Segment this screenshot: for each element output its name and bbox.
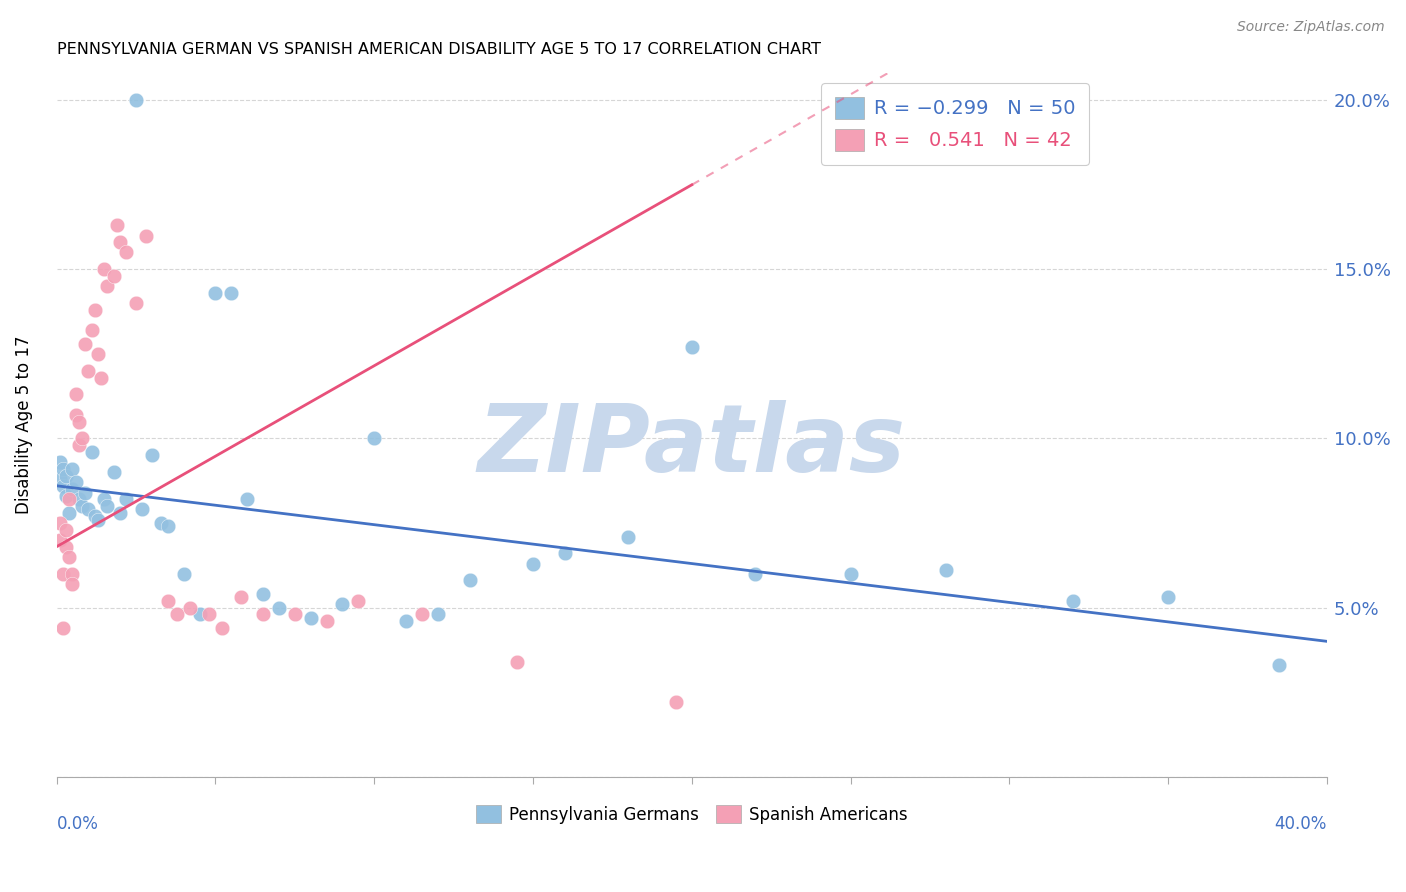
Point — [83, 509, 105, 524]
Point — [150, 516, 173, 530]
Point — [70, 499, 93, 513]
Point — [65, 475, 87, 490]
Point — [115, 492, 138, 507]
Point — [80, 323, 103, 337]
Point — [115, 245, 138, 260]
Point — [458, 574, 481, 588]
Point — [617, 529, 640, 543]
Y-axis label: Disability Age 5 to 17: Disability Age 5 to 17 — [15, 335, 32, 514]
Point — [108, 506, 131, 520]
Point — [103, 465, 125, 479]
Text: 0.0%: 0.0% — [56, 815, 98, 833]
Point — [52, 479, 75, 493]
Point — [49, 516, 72, 530]
Point — [267, 600, 290, 615]
Point — [90, 370, 112, 384]
Point — [681, 340, 703, 354]
Point — [252, 607, 274, 622]
Point — [935, 563, 957, 577]
Point — [188, 607, 211, 622]
Point — [75, 485, 97, 500]
Point — [49, 472, 72, 486]
Text: PENNSYLVANIA GERMAN VS SPANISH AMERICAN DISABILITY AGE 5 TO 17 CORRELATION CHART: PENNSYLVANIA GERMAN VS SPANISH AMERICAN … — [56, 42, 821, 57]
Point — [52, 566, 75, 581]
Point — [58, 492, 80, 507]
Point — [65, 408, 87, 422]
Point — [62, 482, 84, 496]
Point — [1062, 594, 1084, 608]
Point — [87, 513, 110, 527]
Text: ZIPatlas: ZIPatlas — [478, 400, 905, 492]
Point — [426, 607, 449, 622]
Point — [103, 269, 125, 284]
Point — [554, 546, 576, 560]
Point — [70, 432, 93, 446]
Point — [198, 607, 221, 622]
Point — [315, 614, 337, 628]
Point — [83, 302, 105, 317]
Point — [87, 347, 110, 361]
Point — [522, 557, 544, 571]
Point — [93, 262, 115, 277]
Point — [80, 445, 103, 459]
Point — [67, 492, 90, 507]
Point — [173, 566, 195, 581]
Text: 40.0%: 40.0% — [1275, 815, 1327, 833]
Point — [135, 228, 157, 243]
Point — [65, 387, 87, 401]
Point — [67, 415, 90, 429]
Point — [62, 566, 84, 581]
Point — [55, 540, 77, 554]
Point — [55, 489, 77, 503]
Point — [211, 621, 233, 635]
Point — [93, 492, 115, 507]
Point — [52, 462, 75, 476]
Point — [744, 566, 766, 581]
Point — [1157, 591, 1180, 605]
Point — [125, 296, 148, 310]
Point — [141, 448, 163, 462]
Point — [204, 286, 226, 301]
Point — [75, 336, 97, 351]
Point — [77, 364, 100, 378]
Point — [105, 219, 128, 233]
Point — [62, 577, 84, 591]
Point — [108, 235, 131, 250]
Point — [395, 614, 418, 628]
Point — [332, 597, 354, 611]
Point — [299, 610, 322, 624]
Point — [284, 607, 307, 622]
Point — [96, 279, 118, 293]
Point — [62, 462, 84, 476]
Point — [55, 523, 77, 537]
Point — [58, 506, 80, 520]
Point — [506, 655, 529, 669]
Point — [52, 621, 75, 635]
Point — [839, 566, 862, 581]
Point — [411, 607, 433, 622]
Point — [252, 587, 274, 601]
Point — [221, 286, 243, 301]
Point — [363, 432, 385, 446]
Point — [166, 607, 188, 622]
Point — [131, 502, 153, 516]
Point — [156, 594, 179, 608]
Point — [347, 594, 370, 608]
Point — [1268, 658, 1291, 673]
Point — [67, 438, 90, 452]
Point — [49, 455, 72, 469]
Point — [125, 93, 148, 107]
Point — [156, 519, 179, 533]
Point — [58, 549, 80, 564]
Point — [77, 502, 100, 516]
Point — [49, 533, 72, 547]
Point — [179, 600, 201, 615]
Legend: Pennsylvania Germans, Spanish Americans: Pennsylvania Germans, Spanish Americans — [470, 798, 914, 830]
Point — [229, 591, 252, 605]
Point — [665, 695, 688, 709]
Point — [96, 499, 118, 513]
Point — [236, 492, 259, 507]
Text: Source: ZipAtlas.com: Source: ZipAtlas.com — [1237, 20, 1385, 34]
Point — [55, 468, 77, 483]
